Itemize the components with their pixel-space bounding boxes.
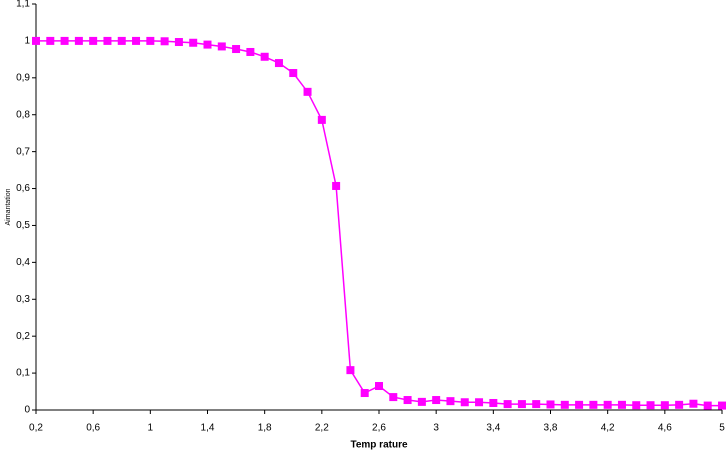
- point: [174, 38, 183, 47]
- y-tick-label: 0,3: [16, 294, 30, 305]
- y-tick-label: 1: [24, 36, 30, 47]
- point: [160, 37, 169, 46]
- point: [517, 400, 526, 409]
- x-tick-label: 1,8: [258, 423, 272, 434]
- point: [60, 36, 69, 45]
- x-tick-label: 3,8: [544, 423, 558, 434]
- point: [689, 399, 698, 408]
- point: [32, 36, 40, 45]
- x-tick-label: 3,4: [486, 423, 500, 434]
- point: [232, 45, 241, 54]
- point: [74, 36, 83, 45]
- y-tick-label: 0,5: [16, 220, 30, 231]
- x-tick-label: 3: [433, 423, 439, 434]
- point: [603, 400, 612, 409]
- x-tick-label: 2,2: [315, 423, 329, 434]
- y-tick-label: 0,9: [16, 72, 30, 83]
- y-tick-label: 0,2: [16, 331, 30, 342]
- point: [718, 401, 726, 410]
- point: [274, 59, 283, 68]
- y-tick-label: 1,1: [16, 0, 30, 10]
- x-tick-label: 2,6: [372, 423, 386, 434]
- point: [489, 398, 498, 407]
- point: [103, 36, 112, 45]
- point: [432, 396, 441, 405]
- y-tick-label: 0,4: [16, 257, 30, 268]
- y-tick-label: 0,8: [16, 109, 30, 120]
- point: [703, 401, 712, 410]
- y-axis-label: Aimantation: [5, 188, 12, 225]
- point: [246, 47, 255, 56]
- point: [632, 401, 641, 410]
- point: [260, 52, 269, 61]
- point: [375, 382, 383, 391]
- point: [89, 36, 98, 45]
- point: [446, 397, 455, 406]
- point: [303, 87, 312, 96]
- point: [503, 400, 512, 409]
- x-tick-label: 4,2: [601, 423, 615, 434]
- x-tick-label: 4,6: [658, 423, 672, 434]
- point: [217, 42, 226, 51]
- point: [46, 36, 55, 45]
- point: [646, 401, 655, 410]
- point: [117, 36, 126, 45]
- point: [560, 400, 569, 409]
- point: [617, 400, 626, 409]
- x-axis-label: Temp rature: [350, 440, 407, 451]
- y-tick-label: 0,6: [16, 183, 30, 194]
- point: [389, 393, 398, 402]
- point: [132, 36, 141, 45]
- point: [460, 398, 469, 407]
- x-tick-label: 1: [148, 423, 154, 434]
- point: [546, 400, 555, 409]
- point: [403, 396, 412, 405]
- point: [575, 400, 584, 409]
- x-tick-label: 1,4: [201, 423, 215, 434]
- x-tick-label: 5: [719, 423, 725, 434]
- x-tick-label: 0,2: [29, 423, 43, 434]
- point: [360, 389, 369, 398]
- y-tick-label: 0,7: [16, 146, 30, 157]
- point: [146, 36, 155, 45]
- x-tick-label: 0,6: [86, 423, 100, 434]
- y-tick-label: 0: [24, 405, 30, 416]
- point: [189, 38, 198, 47]
- point: [532, 400, 541, 409]
- point: [332, 181, 341, 190]
- point: [589, 400, 598, 409]
- point: [317, 115, 326, 124]
- series-line: [36, 40, 722, 407]
- point: [675, 400, 684, 409]
- point: [203, 40, 212, 49]
- y-tick-label: 0,1: [16, 368, 30, 379]
- point: [289, 69, 298, 78]
- point: [417, 397, 426, 406]
- point: [660, 401, 669, 410]
- point: [475, 398, 484, 407]
- point: [346, 366, 355, 375]
